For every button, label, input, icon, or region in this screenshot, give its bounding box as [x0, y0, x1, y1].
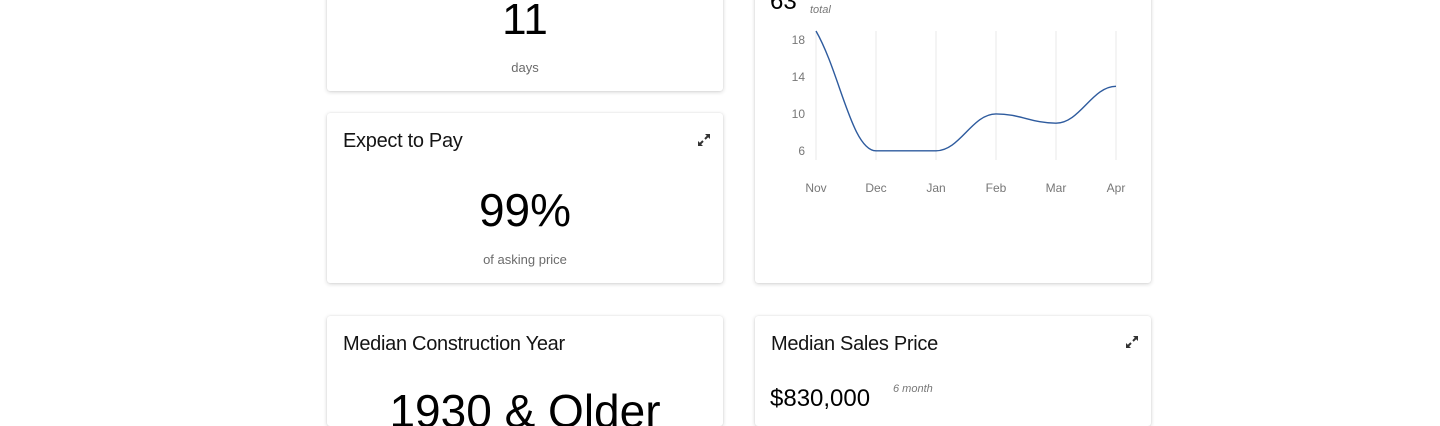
x-tick-label: Jan — [926, 181, 945, 195]
expect-to-pay-card: Expect to Pay 99% of asking price — [327, 113, 723, 283]
construction-year-card: Median Construction Year 1930 & Older — [327, 316, 723, 426]
x-tick-label: Mar — [1046, 181, 1067, 195]
days-card: 11 days — [327, 0, 723, 91]
x-tick-label: Apr — [1107, 181, 1126, 195]
expect-to-pay-value: 99% — [478, 184, 572, 236]
y-tick-label: 6 — [798, 144, 805, 158]
sales-price-period: 6 month — [893, 383, 933, 395]
line-chart: 6 10 14 18 Nov Dec Jan Feb Mar Apr — [792, 30, 1126, 195]
construction-year-value: 1930 & Older — [389, 385, 661, 426]
sales-price-card: Median Sales Price $830,000 6 month — [755, 316, 1151, 426]
days-value: 11 — [502, 0, 548, 44]
x-tick-label: Dec — [865, 181, 886, 195]
card-title: Expect to Pay — [343, 130, 463, 152]
expect-to-pay-subtitle: of asking price — [483, 252, 567, 267]
days-unit: days — [511, 60, 539, 75]
y-tick-label: 10 — [792, 107, 806, 121]
total-label: total — [810, 4, 831, 16]
expand-icon[interactable] — [1124, 334, 1140, 350]
y-tick-label: 14 — [792, 70, 806, 84]
trend-chart-card: 63 total 6 10 14 18 Nov Dec Jan Feb Mar Apr — [755, 0, 1151, 283]
x-tick-label: Nov — [805, 181, 826, 195]
y-tick-label: 18 — [792, 33, 806, 47]
series-line — [815, 30, 1117, 152]
sales-price-value: $830,000 — [770, 385, 871, 412]
expand-icon[interactable] — [696, 132, 712, 148]
x-tick-label: Feb — [986, 181, 1007, 195]
total-value: 63 — [770, 0, 797, 15]
card-title: Median Sales Price — [771, 333, 938, 355]
card-title: Median Construction Year — [343, 333, 565, 355]
